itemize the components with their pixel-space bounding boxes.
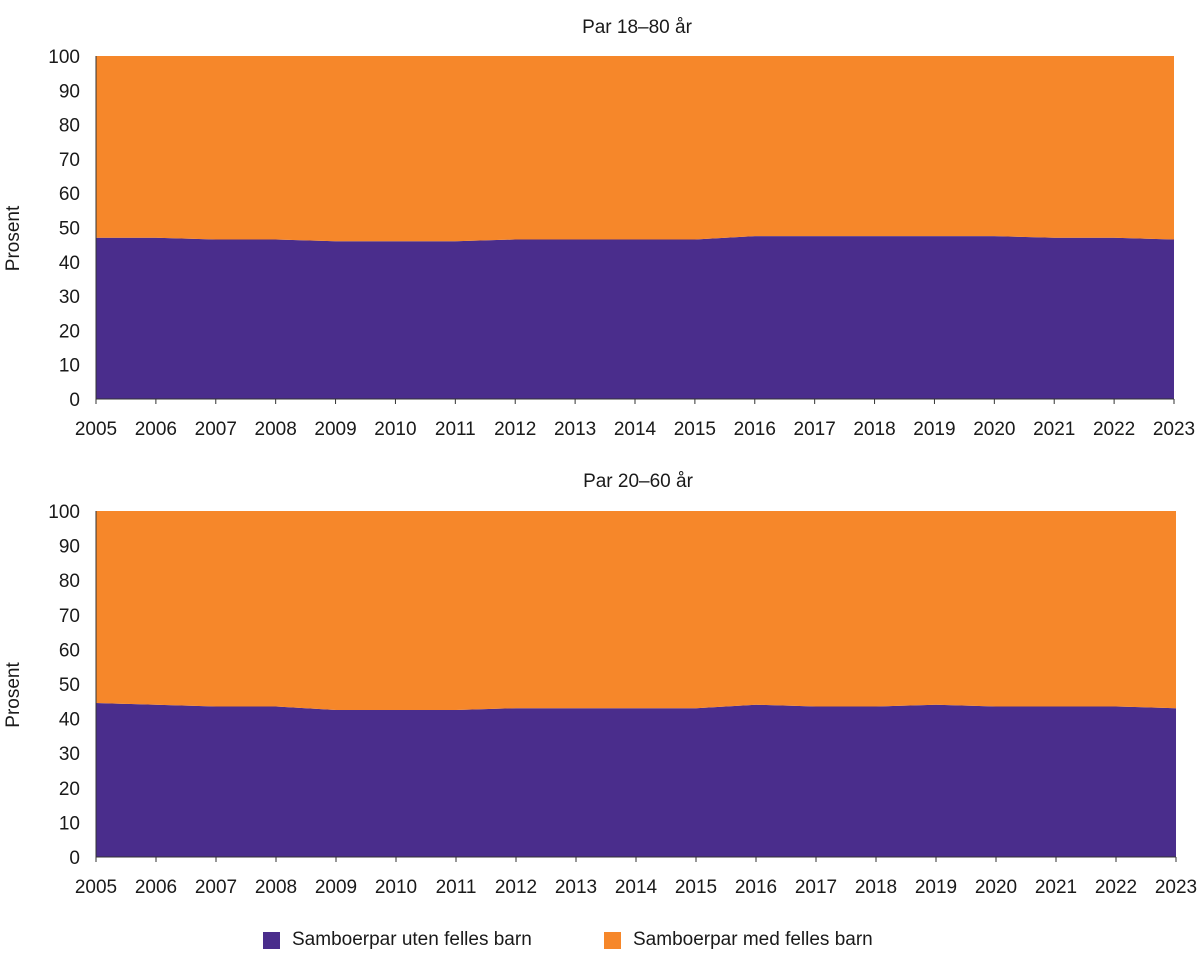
x-tick-label: 2007	[195, 877, 237, 898]
x-tick-label: 2010	[375, 877, 417, 898]
y-tick-label: 50	[59, 675, 80, 696]
x-tick-label: 2013	[555, 877, 597, 898]
x-tick-label: 2016	[735, 877, 777, 898]
x-tick-label: 2014	[614, 419, 657, 440]
y-tick-label: 90	[59, 537, 80, 558]
x-tick-label: 2019	[915, 877, 957, 898]
x-tick-label: 2007	[195, 419, 237, 440]
y-tick-label: 30	[59, 744, 80, 765]
legend-item-med-felles-barn: Samboerpar med felles barn	[604, 925, 873, 955]
x-tick-label: 2012	[495, 877, 537, 898]
y-tick-label: 70	[59, 606, 80, 627]
x-tick-label: 2008	[255, 419, 297, 440]
x-tick-label: 2023	[1153, 419, 1195, 440]
legend-swatch-med-felles-barn	[604, 931, 621, 949]
legend-label-med-felles-barn: Samboerpar med felles barn	[633, 929, 873, 950]
chart-title: Par 18–80 år	[582, 17, 693, 38]
x-tick-label: 2014	[615, 877, 658, 898]
x-tick-label: 2006	[135, 877, 177, 898]
y-axis-label: Prosent	[3, 662, 24, 728]
chart-2: 0 10 20 30 40 50 60 70 80 90 100 2005 2006 2007 2008 20…	[3, 471, 1197, 898]
x-tick-label: 2017	[794, 419, 836, 440]
x-tick-label: 2017	[795, 877, 837, 898]
series-area-samboerpar-med-felles-barn	[96, 56, 1174, 242]
x-tick-label: 2009	[315, 877, 357, 898]
x-tick-label: 2020	[973, 419, 1015, 440]
x-tick-label: 2021	[1033, 419, 1075, 440]
y-tick-label: 10	[59, 813, 80, 834]
x-tick-label: 2021	[1035, 877, 1077, 898]
y-tick-label: 80	[59, 571, 80, 592]
x-tick-label: 2005	[75, 877, 117, 898]
y-tick-label: 10	[59, 356, 80, 377]
y-tick-label: 70	[59, 150, 80, 171]
y-tick-label: 40	[59, 710, 80, 731]
x-tick-label: 2015	[675, 877, 717, 898]
x-tick-label: 2013	[554, 419, 596, 440]
chart-1: 0 10 20 30 40 50 60 70 80 90 100 2005 2006 2007 2008 20…	[3, 17, 1195, 440]
y-tick-label: 30	[59, 287, 80, 308]
y-tick-label: 0	[69, 848, 80, 869]
y-tick-label: 80	[59, 116, 80, 137]
x-tick-label: 2018	[855, 877, 897, 898]
x-tick-label: 2011	[435, 419, 476, 440]
legend-swatch-uten-felles-barn	[263, 931, 280, 949]
y-tick-label: 100	[48, 502, 80, 523]
x-tick-label: 2006	[135, 419, 177, 440]
x-tick-label: 2010	[374, 419, 416, 440]
y-tick-label: 60	[59, 184, 80, 205]
x-tick-label: 2020	[975, 877, 1017, 898]
y-tick-label: 100	[48, 47, 80, 68]
y-tick-label: 60	[59, 640, 80, 661]
y-tick-label: 0	[69, 390, 80, 411]
legend-label-uten-felles-barn: Samboerpar uten felles barn	[292, 929, 532, 950]
x-tick-label: 2023	[1155, 877, 1197, 898]
x-tick-label: 2011	[436, 877, 477, 898]
series-area-samboerpar-uten-felles-barn	[96, 236, 1174, 399]
x-tick-label: 2018	[853, 419, 895, 440]
x-tick-label: 2009	[314, 419, 356, 440]
x-tick-label: 2015	[674, 419, 716, 440]
x-tick-label: 2019	[913, 419, 955, 440]
y-tick-label: 90	[59, 81, 80, 102]
x-tick-label: 2005	[75, 419, 117, 440]
x-tick-label: 2012	[494, 419, 536, 440]
x-tick-label: 2008	[255, 877, 297, 898]
legend: Samboerpar uten felles barn Samboerpar m…	[0, 925, 1200, 955]
x-tick-label: 2022	[1093, 419, 1135, 440]
x-tick-label: 2016	[734, 419, 776, 440]
series-area-samboerpar-uten-felles-barn	[96, 703, 1176, 857]
y-tick-label: 20	[59, 779, 80, 800]
series-area-samboerpar-med-felles-barn	[96, 511, 1176, 710]
y-tick-label: 40	[59, 253, 80, 274]
chart-title: Par 20–60 år	[583, 471, 694, 492]
y-tick-label: 50	[59, 219, 80, 240]
legend-item-uten-felles-barn: Samboerpar uten felles barn	[263, 925, 532, 955]
y-tick-label: 20	[59, 321, 80, 342]
y-axis-label: Prosent	[3, 205, 24, 271]
x-tick-label: 2022	[1095, 877, 1137, 898]
